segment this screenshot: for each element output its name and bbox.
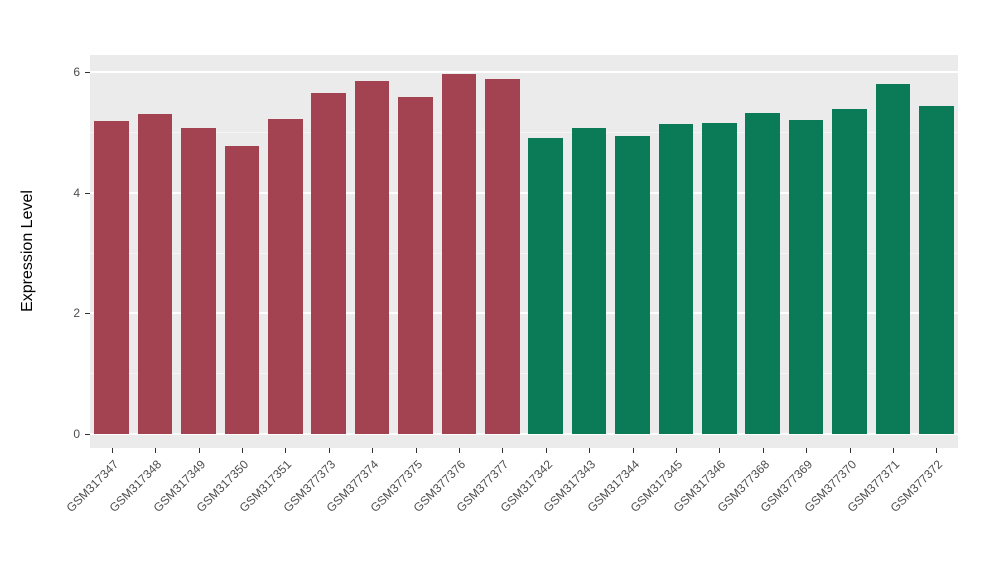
x-tick-mark xyxy=(936,448,938,453)
x-tick-mark xyxy=(155,448,157,453)
gridline-major xyxy=(90,433,958,435)
y-tick-mark xyxy=(85,434,90,435)
gridline-minor xyxy=(90,131,958,133)
x-tick-mark xyxy=(632,448,634,453)
bar xyxy=(615,135,650,434)
bar xyxy=(267,119,303,434)
gridline-major xyxy=(90,71,958,73)
x-tick-mark xyxy=(675,448,677,453)
y-tick-label: 4 xyxy=(73,185,80,200)
y-tick-label: 0 xyxy=(73,427,80,441)
bar xyxy=(658,123,694,434)
x-tick-mark xyxy=(589,448,591,453)
x-tick-mark xyxy=(806,448,808,453)
gridline-major xyxy=(90,312,958,315)
bar xyxy=(918,106,954,434)
bar xyxy=(701,123,737,434)
bar xyxy=(354,81,390,434)
gridline-major xyxy=(90,191,958,194)
x-tick-mark xyxy=(241,448,243,453)
bar xyxy=(94,121,130,434)
bar xyxy=(528,138,564,434)
gridline-minor xyxy=(90,252,958,254)
bar xyxy=(137,114,173,434)
y-tick-label: 6 xyxy=(73,65,80,79)
y-tick-mark xyxy=(85,72,90,73)
x-tick-mark xyxy=(892,448,894,453)
bar xyxy=(484,79,520,434)
x-tick-mark xyxy=(849,448,851,453)
bar xyxy=(224,145,260,434)
y-tick-label: 2 xyxy=(73,306,80,321)
bar xyxy=(311,92,347,434)
x-tick-mark xyxy=(719,448,721,453)
bar xyxy=(441,73,477,434)
y-tick-mark xyxy=(85,192,90,194)
bar xyxy=(398,97,433,434)
y-tick-mark xyxy=(85,313,90,315)
x-tick-mark xyxy=(328,448,330,453)
plot-panel xyxy=(90,55,958,448)
x-tick-mark xyxy=(285,448,287,453)
bar xyxy=(832,109,867,434)
x-tick-mark xyxy=(458,448,460,453)
x-tick-mark xyxy=(372,448,374,453)
x-tick-mark xyxy=(502,448,504,453)
x-tick-mark xyxy=(111,448,113,453)
x-tick-mark xyxy=(762,448,764,453)
bar xyxy=(788,120,824,434)
bar xyxy=(745,113,781,434)
gridline-minor xyxy=(90,373,958,375)
bar xyxy=(181,127,216,434)
x-tick-mark xyxy=(415,448,417,453)
y-axis-title: Expression Level xyxy=(19,190,36,312)
bar xyxy=(571,128,607,434)
bar xyxy=(875,84,911,434)
x-tick-mark xyxy=(545,448,547,453)
x-tick-mark xyxy=(198,448,200,453)
